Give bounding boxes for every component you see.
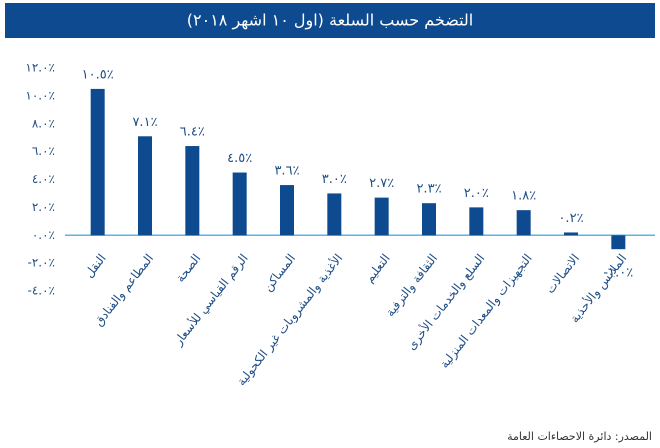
value-label: ٦.٤٪	[180, 125, 205, 140]
x-tick-label: التعليم	[362, 251, 393, 285]
x-tick-label: النقل	[82, 251, 109, 280]
value-label: ٢.٠٪	[464, 186, 489, 201]
y-tick-label: -٢.٠٪	[27, 256, 55, 270]
bar	[374, 197, 389, 236]
x-tick-label: السلع والخدمات الأخرى	[403, 251, 488, 353]
x-tick-label: الاتصالات	[543, 251, 582, 296]
bar	[469, 207, 484, 236]
y-tick-label: ١٢.٠٪	[25, 61, 55, 75]
y-tick-label: ٦.٠٪	[32, 144, 55, 158]
y-tick-label: -٤.٠٪	[27, 284, 55, 298]
source: المصدر: دائرة الاحصاءات العامة	[507, 430, 652, 443]
value-label: ٠.٢٪	[558, 211, 583, 226]
value-label: ١.٨٪	[511, 189, 536, 204]
value-label: -١.٠٪	[603, 266, 633, 281]
y-tick-label: ٤.٠٪	[32, 172, 55, 186]
value-label: ٣.٠٪	[322, 172, 347, 187]
value-label: ٢.٣٪	[416, 182, 441, 197]
bar	[611, 235, 626, 250]
chart-title: التضخم حسب السلعة (اول ١٠ اشهر ٢٠١٨)	[187, 11, 474, 31]
bar	[138, 136, 152, 236]
title-bar	[5, 3, 655, 38]
value-label: ٤.٥٪	[227, 151, 252, 166]
y-tick-label: ١٠.٠٪	[25, 88, 55, 102]
y-tick-label: ٨.٠٪	[32, 116, 55, 130]
bar	[232, 172, 247, 236]
value-label: ١٠.٥٪	[82, 67, 114, 82]
value-label: ٧.١٪	[132, 115, 157, 130]
x-tick-label: الصحة	[173, 251, 203, 285]
y-tick-label: ٠.٠٪	[32, 228, 55, 242]
y-tick-label: ٢.٠٪	[32, 200, 55, 214]
value-label: ٣.٦٪	[274, 164, 299, 179]
x-tick-label: التجهيزات والمعدات المنزلية	[437, 251, 535, 371]
x-tick-label: المساكن	[261, 251, 299, 294]
x-tick-label: الأغذية والمشروبات غير الكحولية	[233, 251, 346, 389]
bar	[185, 146, 200, 236]
bar	[280, 185, 294, 236]
bar	[327, 193, 342, 236]
bar	[564, 232, 578, 236]
bar	[516, 210, 531, 236]
bar	[422, 203, 436, 236]
value-label: ٢.٧٪	[369, 176, 394, 191]
bar	[90, 88, 105, 236]
